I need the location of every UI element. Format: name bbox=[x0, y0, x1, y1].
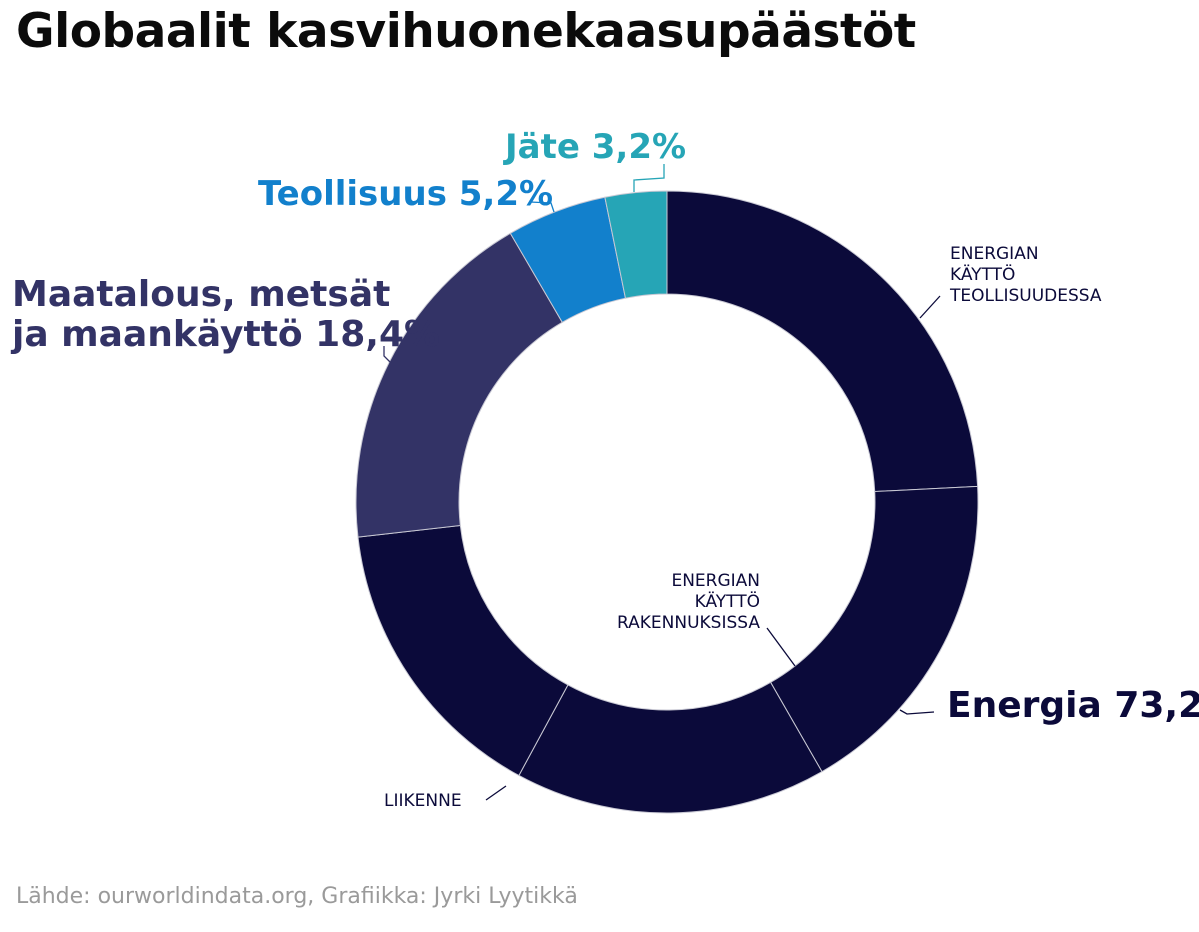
segment-labels: Jäte 3,2% Teollisuus 5,2% Maatalous, met… bbox=[10, 127, 1199, 811]
label-buildings-line1: ENERGIAN bbox=[671, 571, 760, 591]
leader-industry bbox=[919, 295, 941, 319]
label-industry-line2: KÄYTTÖ bbox=[950, 263, 1015, 285]
label-energia: Energia 73,2% bbox=[947, 685, 1199, 726]
slice-jate bbox=[604, 190, 668, 299]
leader-lines bbox=[383, 164, 941, 801]
slice-energy-transport bbox=[518, 681, 823, 814]
leader-jate bbox=[633, 164, 665, 192]
label-buildings-line3: RAKENNUKSISSA bbox=[617, 613, 760, 633]
slice-energy-industry bbox=[666, 190, 979, 493]
donut-segments bbox=[355, 190, 979, 814]
label-industry-line1: ENERGIAN bbox=[950, 244, 1039, 264]
chart-title: Globaalit kasvihuonekaasupäästöt bbox=[16, 4, 916, 59]
leader-maatalous bbox=[383, 346, 393, 365]
label-maatalous-line1: Maatalous, metsät bbox=[12, 274, 390, 315]
leader-teollisuus bbox=[529, 201, 555, 213]
slice-energy-other bbox=[357, 524, 569, 777]
leader-liikenne bbox=[485, 785, 507, 801]
label-teollisuus: Teollisuus 5,2% bbox=[258, 174, 553, 214]
label-industry-line3: TEOLLISUUDESSA bbox=[949, 286, 1102, 306]
leader-buildings bbox=[766, 627, 796, 667]
source-note: Lähde: ourworldindata.org, Grafiikka: Jy… bbox=[16, 884, 578, 909]
label-liikenne: LIIKENNE bbox=[384, 791, 462, 811]
label-maatalous-line2: ja maankäyttö 18,4% bbox=[10, 314, 440, 355]
slice-energy-buildings bbox=[769, 485, 979, 773]
leader-energia bbox=[899, 709, 935, 715]
label-jate: Jäte 3,2% bbox=[503, 127, 686, 167]
label-buildings-line2: KÄYTTÖ bbox=[695, 590, 760, 612]
